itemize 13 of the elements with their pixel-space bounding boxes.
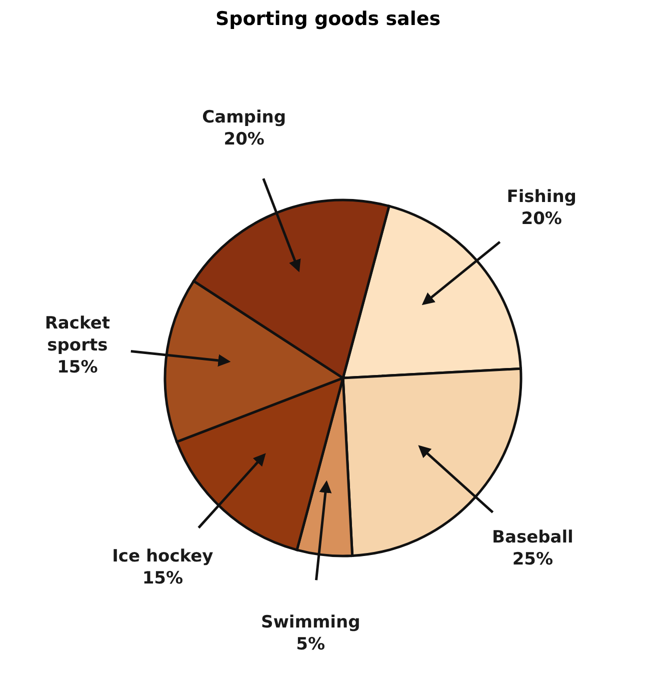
data-label: 15%	[142, 568, 184, 588]
slice-label: Camping	[202, 107, 286, 128]
chart-title: Sporting goods sales	[214, 8, 442, 32]
slice-label: Racket sports	[44, 313, 110, 356]
slice-label: Swimming	[260, 612, 360, 632]
data-label: 15%	[57, 357, 98, 378]
data-label: 5%	[296, 634, 326, 654]
slice-label: Baseball	[492, 526, 574, 547]
data-label: 20%	[521, 208, 562, 229]
slice-label: Fishing	[506, 186, 576, 207]
data-label: 20%	[224, 129, 264, 150]
data-label: 25%	[512, 548, 554, 569]
slice-label: Ice hockey	[112, 546, 214, 566]
